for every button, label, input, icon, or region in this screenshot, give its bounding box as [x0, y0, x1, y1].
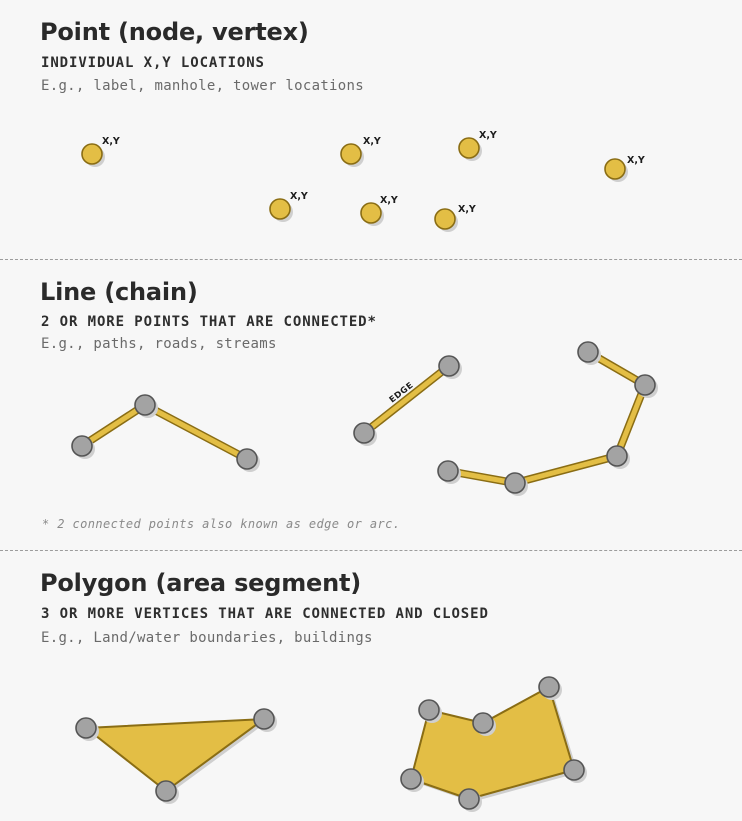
vertex	[418, 699, 442, 723]
vertex	[236, 448, 260, 472]
edge-line: EDGE	[353, 355, 462, 446]
point-title: Point (node, vertex)	[40, 18, 309, 46]
line-footnote: * 2 connected points also known as edge …	[42, 517, 401, 531]
vertex	[538, 676, 562, 700]
line-subtitle: 2 OR MORE POINTS THAT ARE CONNECTED*	[41, 314, 377, 330]
point-figure: X,Y X,Y X,Y X,Y X,Y	[81, 130, 645, 232]
vertex	[71, 435, 95, 459]
xy-point: X,Y	[434, 204, 476, 232]
vertex	[577, 341, 601, 365]
line-figure: EDGE	[71, 341, 658, 496]
xy-label: X,Y	[479, 130, 497, 141]
polygon-triangle	[75, 708, 277, 804]
vertex	[400, 768, 424, 792]
section-divider	[0, 550, 742, 551]
vertex	[134, 394, 158, 418]
xy-point: X,Y	[604, 155, 645, 182]
xy-label: X,Y	[458, 204, 476, 215]
vertex	[458, 788, 482, 812]
polygon-section: Polygon (area segment) 3 OR MORE VERTICE…	[0, 551, 742, 821]
vertex	[438, 355, 462, 379]
xy-label: X,Y	[290, 191, 308, 202]
xy-point: X,Y	[340, 136, 381, 167]
vertex	[75, 717, 99, 741]
vertex	[353, 422, 377, 446]
xy-point: X,Y	[360, 195, 398, 226]
xy-point: X,Y	[81, 136, 120, 167]
polygon-title: Polygon (area segment)	[40, 569, 362, 597]
line-example: E.g., paths, roads, streams	[41, 336, 277, 352]
polygon-subtitle: 3 OR MORE VERTICES THAT ARE CONNECTED AN…	[41, 606, 489, 622]
point-section: Point (node, vertex) INDIVIDUAL X,Y LOCA…	[0, 0, 742, 259]
polygon-example: E.g., Land/water boundaries, buildings	[41, 630, 373, 646]
vertex	[437, 460, 461, 484]
xy-point: X,Y	[458, 130, 497, 161]
section-divider	[0, 259, 742, 260]
vertex	[472, 712, 496, 736]
vertex	[634, 374, 658, 398]
polygon-complex	[400, 676, 587, 812]
vertex	[606, 445, 630, 469]
polyline-line-2	[437, 341, 658, 496]
vertex	[563, 759, 587, 783]
xy-point: X,Y	[269, 191, 308, 222]
xy-label: X,Y	[627, 155, 645, 166]
line-section: Line (chain) 2 OR MORE POINTS THAT ARE C…	[0, 260, 742, 550]
vertex	[253, 708, 277, 732]
vertex	[504, 472, 528, 496]
polygon-figure	[75, 676, 587, 812]
xy-label: X,Y	[363, 136, 381, 147]
xy-label: X,Y	[102, 136, 120, 147]
xy-label: X,Y	[380, 195, 398, 206]
line-title: Line (chain)	[40, 278, 198, 306]
point-subtitle: INDIVIDUAL X,Y LOCATIONS	[41, 55, 265, 71]
polyline-line-1	[71, 394, 260, 472]
point-group: X,Y X,Y X,Y X,Y X,Y	[81, 130, 645, 232]
vertex	[155, 780, 179, 804]
point-example: E.g., label, manhole, tower locations	[41, 78, 364, 94]
